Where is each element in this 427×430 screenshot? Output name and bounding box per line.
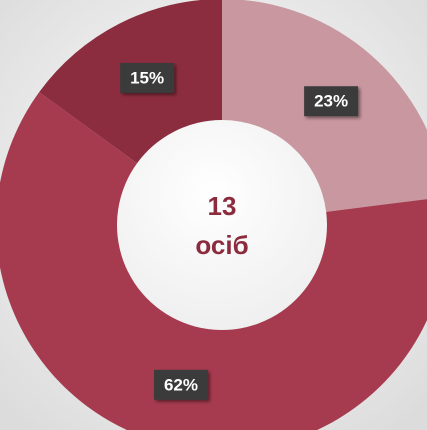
label-box <box>120 62 175 93</box>
center-text: 13 <box>208 191 237 221</box>
value-label: 15% <box>130 68 164 87</box>
slice <box>0 92 427 430</box>
value-label: 62% <box>164 375 198 394</box>
labels: 23% 62% 15% <box>120 62 359 400</box>
label-box <box>153 369 208 400</box>
center-text: осіб <box>195 230 248 260</box>
value-label: 23% <box>314 92 348 111</box>
label-box <box>304 86 359 117</box>
